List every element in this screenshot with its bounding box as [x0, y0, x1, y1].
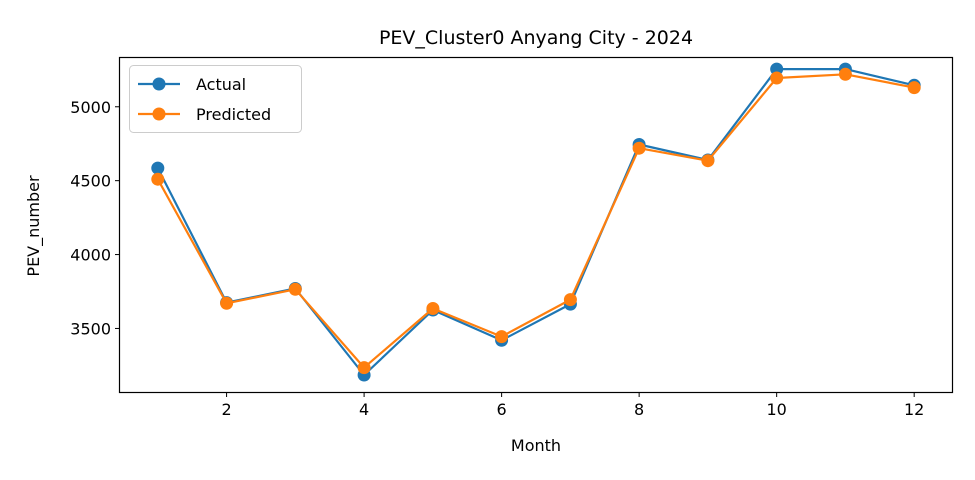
- y-tick-label-4500: 4500: [70, 172, 111, 191]
- legend-box: [129, 65, 302, 133]
- data-point-predicted-7: [563, 293, 577, 307]
- x-axis-ticks: 2 4 6 8 10 12: [221, 392, 924, 419]
- data-point-predicted-5: [426, 302, 440, 315]
- y-axis-ticks: 3500 4000 4500 5000: [70, 98, 120, 338]
- legend-label-actual: Actual: [196, 75, 246, 94]
- data-point-actual-1: [151, 161, 165, 175]
- y-tick-label-4000: 4000: [70, 246, 111, 265]
- y-tick-label-5000: 5000: [70, 98, 111, 117]
- legend: Actual Predicted: [129, 65, 302, 133]
- data-point-predicted-2: [220, 296, 234, 310]
- data-point-predicted-3: [288, 282, 302, 296]
- data-point-predicted-9: [701, 154, 715, 168]
- plot-area: [151, 62, 921, 382]
- y-axis-label: PEV_number: [24, 175, 44, 277]
- series-line-predicted: [156, 73, 915, 369]
- chart-title: PEV_Cluster0 Anyang City - 2024: [379, 27, 693, 49]
- data-point-predicted-11: [838, 67, 852, 81]
- x-tick-label-4: 4: [359, 400, 369, 419]
- x-tick-label-10: 10: [766, 400, 786, 419]
- x-tick-label-8: 8: [634, 400, 644, 419]
- data-point-predicted-10: [770, 71, 784, 85]
- legend-marker-actual: [152, 77, 166, 91]
- data-point-predicted-8: [632, 141, 646, 155]
- legend-marker-predicted: [152, 107, 166, 121]
- data-point-actual-10: [770, 62, 784, 76]
- data-point-predicted-4: [357, 361, 371, 375]
- data-point-predicted-12: [907, 81, 921, 95]
- data-point-predicted-1: [151, 172, 165, 186]
- y-tick-label-3500: 3500: [70, 319, 111, 338]
- x-tick-label-6: 6: [497, 400, 507, 419]
- x-tick-label-2: 2: [221, 400, 231, 419]
- data-point-predicted-6: [495, 330, 509, 344]
- x-axis-label: Month: [511, 436, 561, 455]
- plot-frame: [118, 56, 954, 394]
- x-tick-label-12: 12: [904, 400, 924, 419]
- legend-label-predicted: Predicted: [196, 105, 271, 124]
